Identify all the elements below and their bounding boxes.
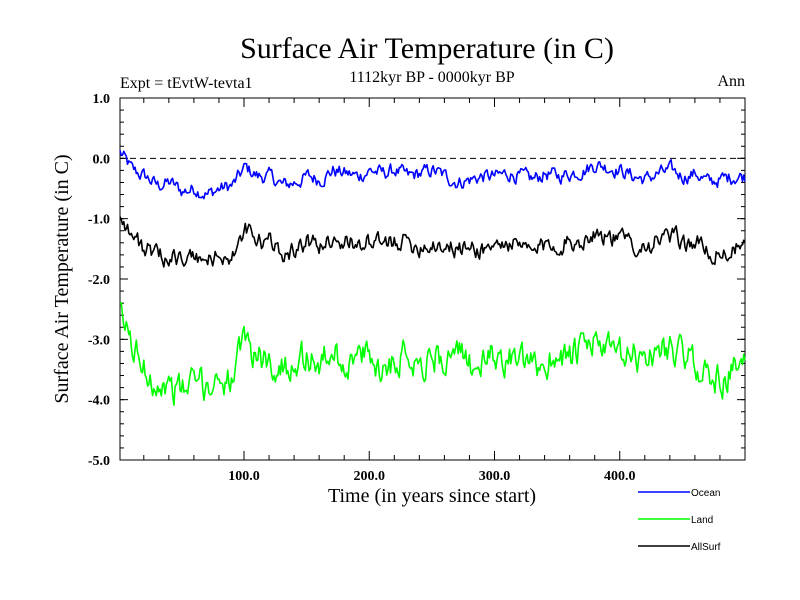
series-line-allsurf xyxy=(119,216,746,268)
series-lines xyxy=(119,150,746,407)
experiment-label: Expt = tEvtW-tevta1 xyxy=(120,75,253,92)
y-tick-label: 1.0 xyxy=(93,92,111,107)
plot-frame xyxy=(119,97,746,461)
chart-title: Surface Air Temperature (in C) xyxy=(240,32,614,65)
series-line-land xyxy=(119,301,746,407)
season-label: Ann xyxy=(717,73,745,90)
tick-labels: 1.0 0.0 -1.0 -2.0 -3.0 -4.0 -5.0 100.0 200.0 300.… xyxy=(88,92,636,484)
chart-subtitle: 1112kyr BP - 0000kyr BP xyxy=(349,69,514,86)
x-tick-label: 300.0 xyxy=(479,469,511,484)
x-tick-label: 100.0 xyxy=(228,469,260,484)
x-tick-label: 200.0 xyxy=(353,469,385,484)
x-tick-label: 400.0 xyxy=(604,469,636,484)
legend-label-ocean: Ocean xyxy=(691,488,720,499)
legend-label-allsurf: AllSurf xyxy=(691,542,721,553)
y-tick-label: -5.0 xyxy=(88,454,110,469)
series-line-ocean xyxy=(119,150,746,200)
y-tick-label: -2.0 xyxy=(88,273,110,288)
y-tick-label: -1.0 xyxy=(88,213,110,228)
legend-label-land: Land xyxy=(691,515,713,526)
axis-ticks xyxy=(120,97,745,461)
legend: Ocean Land AllSurf xyxy=(638,488,721,553)
x-axis-label: Time (in years since start) xyxy=(328,485,536,507)
y-tick-label: -3.0 xyxy=(88,333,110,348)
y-tick-label: 0.0 xyxy=(93,152,111,167)
y-tick-label: -4.0 xyxy=(88,394,110,409)
y-axis-label: Surface Air Temperature (in C) xyxy=(51,154,73,403)
